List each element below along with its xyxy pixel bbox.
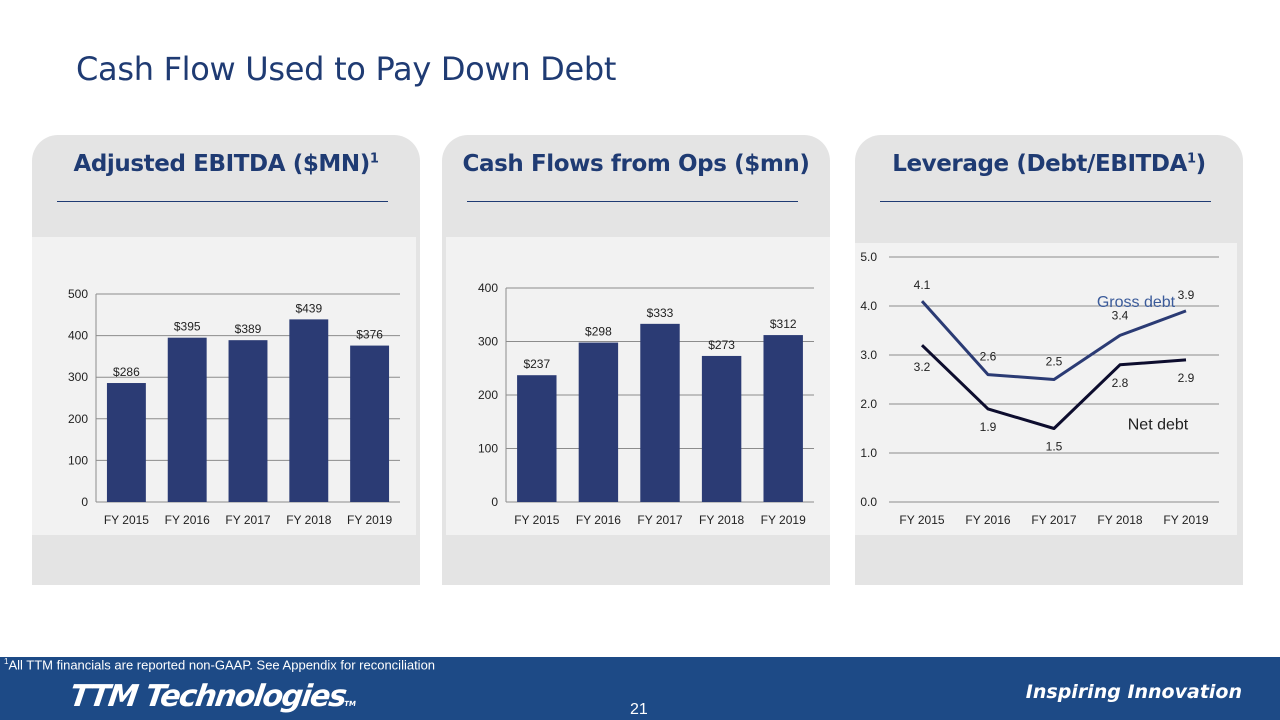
y-tick-label: 1.0 (860, 446, 877, 460)
x-tick-label: FY 2016 (965, 513, 1010, 527)
data-label: $333 (647, 306, 674, 320)
leverage-chart: 0.0 1.0 2.0 3.0 4.0 5.0 FY 2015 FY 2016 FY 2017 F… (855, 243, 1237, 535)
y-tick-label: 500 (68, 287, 88, 301)
bar (106, 383, 146, 502)
gross-debt-data-label: 2.5 (1046, 355, 1063, 369)
panel-divider (57, 201, 388, 202)
x-tick-label: FY 2015 (104, 513, 149, 527)
x-tick-label: FY 2018 (699, 513, 744, 527)
footnote: 1All TTM financials are reported non-GAA… (4, 657, 436, 673)
bar (289, 319, 329, 502)
data-label: $312 (770, 317, 797, 331)
x-tick-label: FY 2015 (514, 513, 559, 527)
net-debt-series-label: Net debt (1128, 417, 1189, 434)
data-label: $298 (585, 325, 612, 339)
gross-debt-data-label: 3.4 (1112, 308, 1129, 322)
page-number: 21 (630, 701, 648, 718)
x-tick-label: FY 2019 (1163, 513, 1208, 527)
y-tick-label: 300 (478, 335, 498, 349)
leverage-panel: Leverage (Debt/EBITDA1) 0.0 1.0 2.0 3.0 4.0 5… (855, 135, 1243, 585)
y-tick-label: 400 (68, 329, 88, 343)
data-label: $389 (235, 322, 262, 336)
y-tick-label: 0 (81, 495, 88, 509)
x-tick-label: FY 2016 (165, 513, 210, 527)
y-tick-label: 200 (478, 388, 498, 402)
gross-debt-data-label: 3.9 (1178, 288, 1195, 302)
gross-debt-line (920, 300, 1187, 381)
ebitda-chart: 0 100 200 300 400 500 $286 FY 2015 $395 FY 2016 $3… (32, 237, 416, 535)
bar (640, 323, 680, 502)
net-debt-data-label: 3.2 (914, 360, 931, 374)
cash-flow-panel: Cash Flows from Ops ($mn) 0 100 200 300 400 $… (442, 135, 830, 585)
x-tick-label: FY 2018 (1097, 513, 1142, 527)
y-tick-label: 0.0 (860, 495, 877, 509)
bar (228, 340, 268, 502)
net-debt-data-label: 1.9 (980, 420, 997, 434)
bar (517, 375, 557, 502)
x-tick-label: FY 2017 (1031, 513, 1076, 527)
y-tick-label: 100 (478, 442, 498, 456)
y-tick-label: 4.0 (860, 299, 877, 313)
y-tick-label: 200 (68, 412, 88, 426)
net-debt-line (920, 344, 1187, 430)
net-debt-data-label: 2.9 (1178, 371, 1195, 385)
cash-flow-chart: 0 100 200 300 400 $237 FY 2015 $298 FY 2016 $333 F… (446, 237, 830, 535)
data-label: $376 (356, 328, 383, 342)
net-debt-data-label: 1.5 (1046, 440, 1063, 454)
panel-title: Cash Flows from Ops ($mn) (462, 151, 810, 177)
ebitda-panel: Adjusted EBITDA ($MN)1 0 100 200 300 400 500 $… (32, 135, 420, 585)
y-tick-label: 5.0 (860, 250, 877, 264)
y-tick-label: 0 (491, 495, 498, 509)
data-label: $237 (523, 357, 550, 371)
y-tick-label: 100 (68, 453, 88, 467)
bar (167, 337, 207, 502)
x-tick-label: FY 2018 (286, 513, 331, 527)
bar (578, 342, 619, 502)
tagline: Inspiring Innovation (1025, 681, 1242, 703)
gross-debt-data-label: 4.1 (914, 278, 931, 292)
y-tick-label: 300 (68, 370, 88, 384)
data-label: $273 (708, 338, 735, 352)
x-tick-label: FY 2017 (637, 513, 682, 527)
x-tick-label: FY 2019 (347, 513, 392, 527)
y-tick-label: 3.0 (860, 348, 877, 362)
bar (701, 355, 742, 502)
x-tick-label: FY 2019 (761, 513, 806, 527)
panel-title: Adjusted EBITDA ($MN)1 (73, 151, 379, 177)
gross-debt-data-label: 2.6 (980, 350, 997, 364)
slide-title: Cash Flow Used to Pay Down Debt (76, 50, 617, 88)
data-label: $439 (295, 301, 322, 315)
data-label: $286 (113, 365, 140, 379)
y-tick-label: 2.0 (860, 397, 877, 411)
bar (763, 335, 803, 502)
x-tick-label: FY 2016 (576, 513, 621, 527)
panel-title: Leverage (Debt/EBITDA1) (892, 151, 1206, 177)
company-logo: TTM TechnologiesTM (67, 679, 357, 714)
y-tick-label: 400 (478, 281, 498, 295)
footer-bar: 1All TTM financials are reported non-GAA… (0, 657, 1280, 720)
panel-divider (467, 201, 798, 202)
net-debt-data-label: 2.8 (1112, 376, 1129, 390)
panel-divider (880, 201, 1211, 202)
x-tick-label: FY 2015 (899, 513, 944, 527)
data-label: $395 (174, 320, 201, 334)
gross-debt-series-label: Gross debt (1097, 294, 1176, 311)
x-tick-label: FY 2017 (225, 513, 270, 527)
bar (350, 345, 390, 502)
